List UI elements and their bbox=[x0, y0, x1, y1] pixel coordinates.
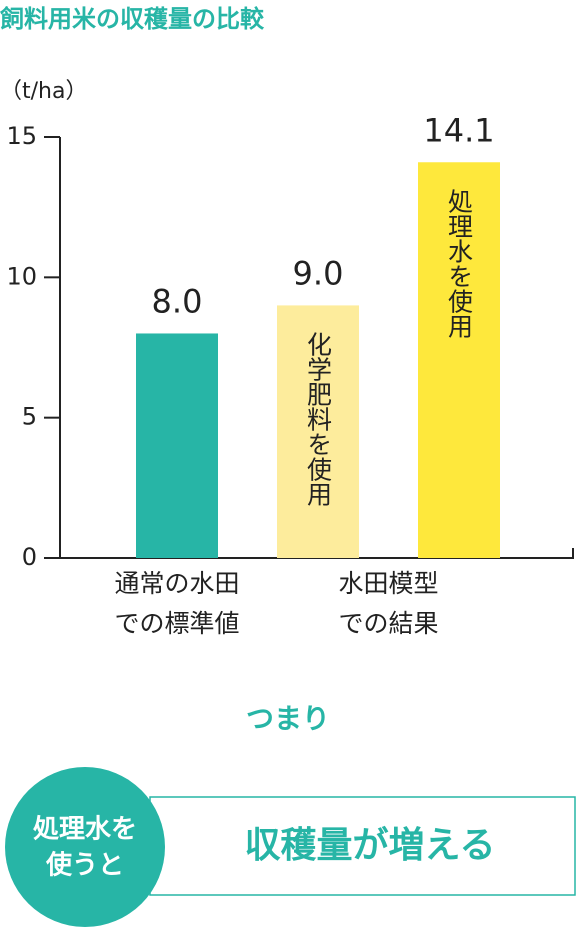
result-box bbox=[149, 796, 576, 896]
group-label: 通常の水田 bbox=[114, 569, 239, 598]
bar-label: 処理水を使用 bbox=[445, 188, 474, 338]
bar bbox=[277, 305, 359, 558]
group-label: 水田模型 bbox=[338, 569, 438, 598]
y-tick-label: 15 bbox=[6, 122, 37, 150]
connector: つまり bbox=[246, 702, 330, 735]
group-label: での標準値 bbox=[114, 609, 239, 638]
badge-line: 処理水を bbox=[33, 815, 137, 845]
value-label: 9.0 bbox=[293, 254, 344, 292]
result: 収穫量が増える bbox=[245, 825, 496, 866]
value-label: 14.1 bbox=[423, 111, 494, 149]
chart-title: 飼料用米の収穫量の比較 bbox=[0, 5, 265, 33]
value-label: 8.0 bbox=[152, 282, 203, 320]
bar bbox=[136, 333, 218, 558]
bar-label: 化学肥料を使用 bbox=[304, 331, 333, 506]
y-tick-label: 10 bbox=[6, 262, 37, 290]
group-label: での結果 bbox=[338, 609, 438, 638]
badge-line: 使うと bbox=[45, 851, 124, 881]
bar bbox=[418, 162, 500, 558]
badge bbox=[5, 767, 165, 927]
y-tick-label: 0 bbox=[22, 543, 37, 571]
y-tick-label: 5 bbox=[22, 403, 37, 431]
y-unit: （t/ha） bbox=[0, 79, 87, 104]
